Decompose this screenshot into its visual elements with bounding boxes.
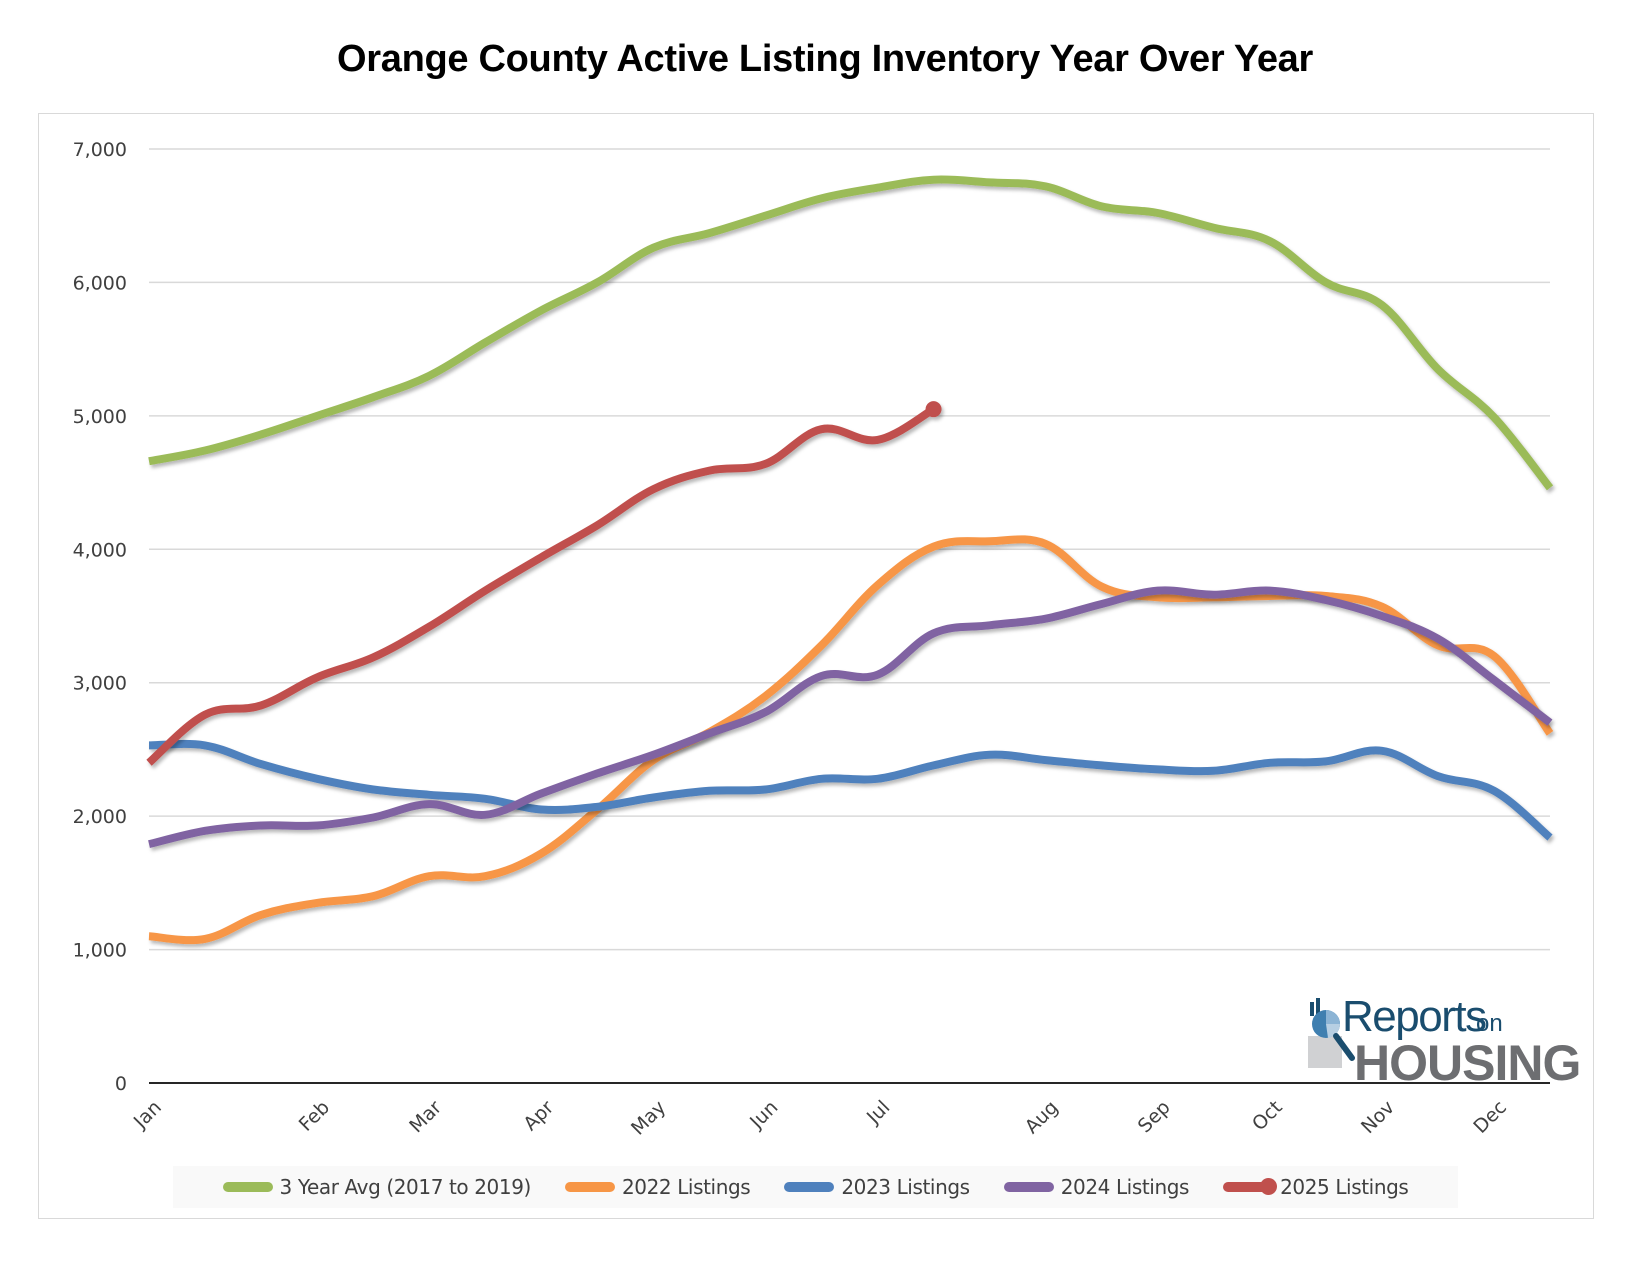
logo-text-on: on <box>1476 1010 1503 1037</box>
gridlines <box>149 148 1550 951</box>
y-tick-label: 4,000 <box>73 539 127 561</box>
y-tick-label: 1,000 <box>73 940 127 962</box>
x-tick-label: Jul <box>862 1096 894 1128</box>
series-2025-listings <box>146 401 942 766</box>
chart-frame <box>38 113 1594 1219</box>
chart-legend: 3 Year Avg (2017 to 2019) 2022 Listings 20… <box>173 1166 1458 1208</box>
legend-label: 2023 Listings <box>841 1175 970 1199</box>
series-line-2023-listings <box>148 739 1553 841</box>
x-tick-label: Sep <box>1134 1096 1175 1137</box>
x-tick-label: Apr <box>519 1096 558 1135</box>
legend-item: 2024 Listings <box>1003 1175 1190 1199</box>
x-axis-ticks: Jan Feb Mar Apr May Jun Jul Aug Sep Oct Nov Dec <box>129 1096 1511 1139</box>
x-tick-label: Nov <box>1357 1096 1399 1138</box>
legend-item: 2022 Listings <box>564 1175 751 1199</box>
x-tick-label: Aug <box>1021 1096 1063 1138</box>
series-lines <box>146 175 1554 945</box>
legend-label: 2024 Listings <box>1060 1175 1190 1199</box>
y-tick-label: 6,000 <box>73 272 127 294</box>
y-tick-label: 5,000 <box>73 406 127 428</box>
series-line-2024-listings <box>148 586 1553 849</box>
series-2023-listings <box>148 739 1553 841</box>
x-tick-label: Mar <box>405 1096 446 1137</box>
chart-title: Orange County Active Listing Inventory Y… <box>337 38 1313 80</box>
series-end-marker <box>925 401 942 418</box>
legend-item: 2023 Listings <box>784 1175 970 1199</box>
x-tick-label: Jun <box>745 1096 782 1133</box>
y-tick-label: 3,000 <box>73 673 127 695</box>
legend-label: 2025 Listings <box>1280 1175 1409 1199</box>
legend-swatch <box>564 1182 615 1192</box>
x-tick-label: May <box>627 1096 670 1139</box>
magnifier-chart-icon <box>1308 998 1355 1068</box>
legend-swatch <box>1003 1182 1054 1192</box>
reports-on-housing-logo: Reports on HOUSING <box>1306 992 1581 1091</box>
y-axis-ticks: 0 1,000 2,000 3,000 4,000 5,000 6,000 7,000 <box>73 139 127 1095</box>
series-2024-listings <box>148 586 1553 849</box>
y-tick-label: 2,000 <box>73 806 127 828</box>
x-tick-label: Dec <box>1469 1096 1511 1138</box>
legend-item: 2025 Listings <box>1223 1175 1409 1199</box>
legend-label: 2022 Listings <box>621 1175 751 1199</box>
series-line-2025-listings <box>146 405 936 766</box>
y-tick-label: 7,000 <box>73 139 127 161</box>
x-tick-label: Oct <box>1248 1096 1287 1135</box>
x-tick-label: Feb <box>295 1096 334 1135</box>
y-tick-label: 0 <box>115 1073 127 1095</box>
legend-swatch <box>784 1182 835 1192</box>
series-3-year-avg-2017-to-2019 <box>148 175 1554 491</box>
legend-swatch <box>222 1182 273 1192</box>
logo-text-housing: HOUSING <box>1354 1035 1581 1091</box>
legend-swatch <box>1223 1178 1278 1195</box>
legend-label: 3 Year Avg (2017 to 2019) <box>279 1175 532 1199</box>
x-tick-label: Jan <box>129 1096 166 1133</box>
legend-item: 3 Year Avg (2017 to 2019) <box>222 1175 532 1199</box>
logo-text-reports: Reports <box>1342 992 1487 1041</box>
series-line-3-year-avg-2017-to-2019 <box>148 175 1554 491</box>
